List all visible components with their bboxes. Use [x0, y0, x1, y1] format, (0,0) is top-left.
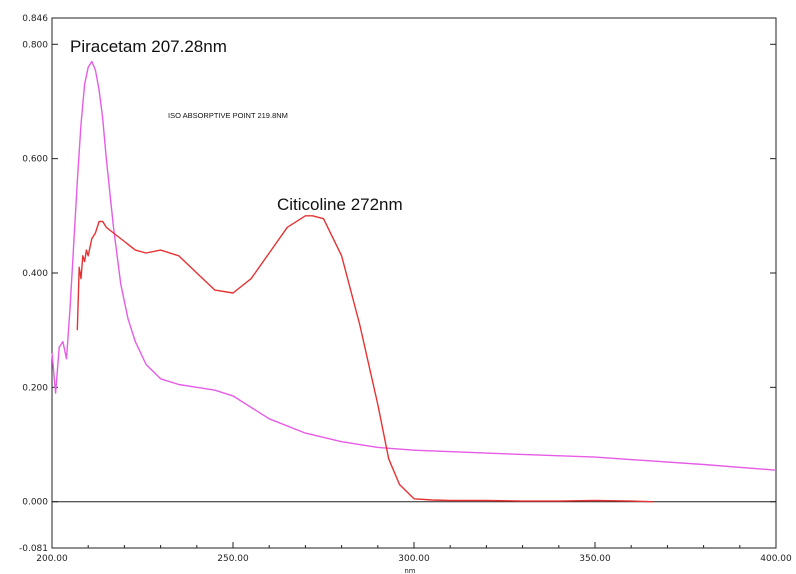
y-tick-label: 0.846	[22, 14, 48, 24]
y-tick-label: 0.400	[22, 269, 48, 279]
x-tick-label: 200.00	[36, 554, 68, 564]
x-tick-label: 350.00	[579, 554, 611, 564]
x-tick-label: 250.00	[217, 554, 249, 564]
citicoline-series-line	[76, 215, 653, 503]
series-layer	[51, 60, 777, 503]
piracetam-series-line	[51, 60, 777, 471]
x-tick-label: 400.00	[760, 554, 792, 564]
y-tick-label: -0.081	[19, 544, 48, 554]
iso-absorptive-annotation: ISO ABSORPTIVE POINT 219.8NM	[168, 111, 288, 120]
axis-ticks: 200.00 250.00 300.00 350.00 400.00 -0.081 0.00…	[19, 14, 792, 564]
x-tick-label: 300.00	[398, 554, 430, 564]
x-axis-title: nm	[404, 567, 415, 574]
citicoline-annotation: Citicoline 272nm	[277, 195, 403, 214]
y-tick-label: 0.000	[22, 498, 48, 508]
y-tick-label: 0.800	[22, 40, 48, 50]
y-tick-label: 0.600	[22, 155, 48, 165]
piracetam-annotation: Piracetam 207.28nm	[70, 37, 227, 56]
y-tick-label: 0.200	[22, 383, 48, 393]
